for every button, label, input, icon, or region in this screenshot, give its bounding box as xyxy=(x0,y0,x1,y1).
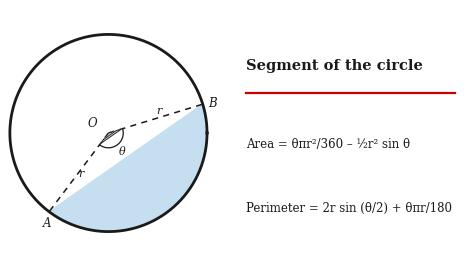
Text: Segment of the circle: Segment of the circle xyxy=(246,59,423,73)
Text: Perimeter = 2r sin (θ/2) + θπr/180: Perimeter = 2r sin (θ/2) + θπr/180 xyxy=(246,202,453,215)
Polygon shape xyxy=(100,129,121,144)
Text: Area = θπr²/360 – ½r² sin θ: Area = θπr²/360 – ½r² sin θ xyxy=(246,138,410,151)
Text: θ: θ xyxy=(118,147,125,157)
Text: r: r xyxy=(78,169,83,179)
Text: B: B xyxy=(208,97,217,110)
Text: r: r xyxy=(156,106,161,116)
Text: A: A xyxy=(42,217,51,230)
Polygon shape xyxy=(49,104,207,232)
Text: O: O xyxy=(88,117,97,130)
